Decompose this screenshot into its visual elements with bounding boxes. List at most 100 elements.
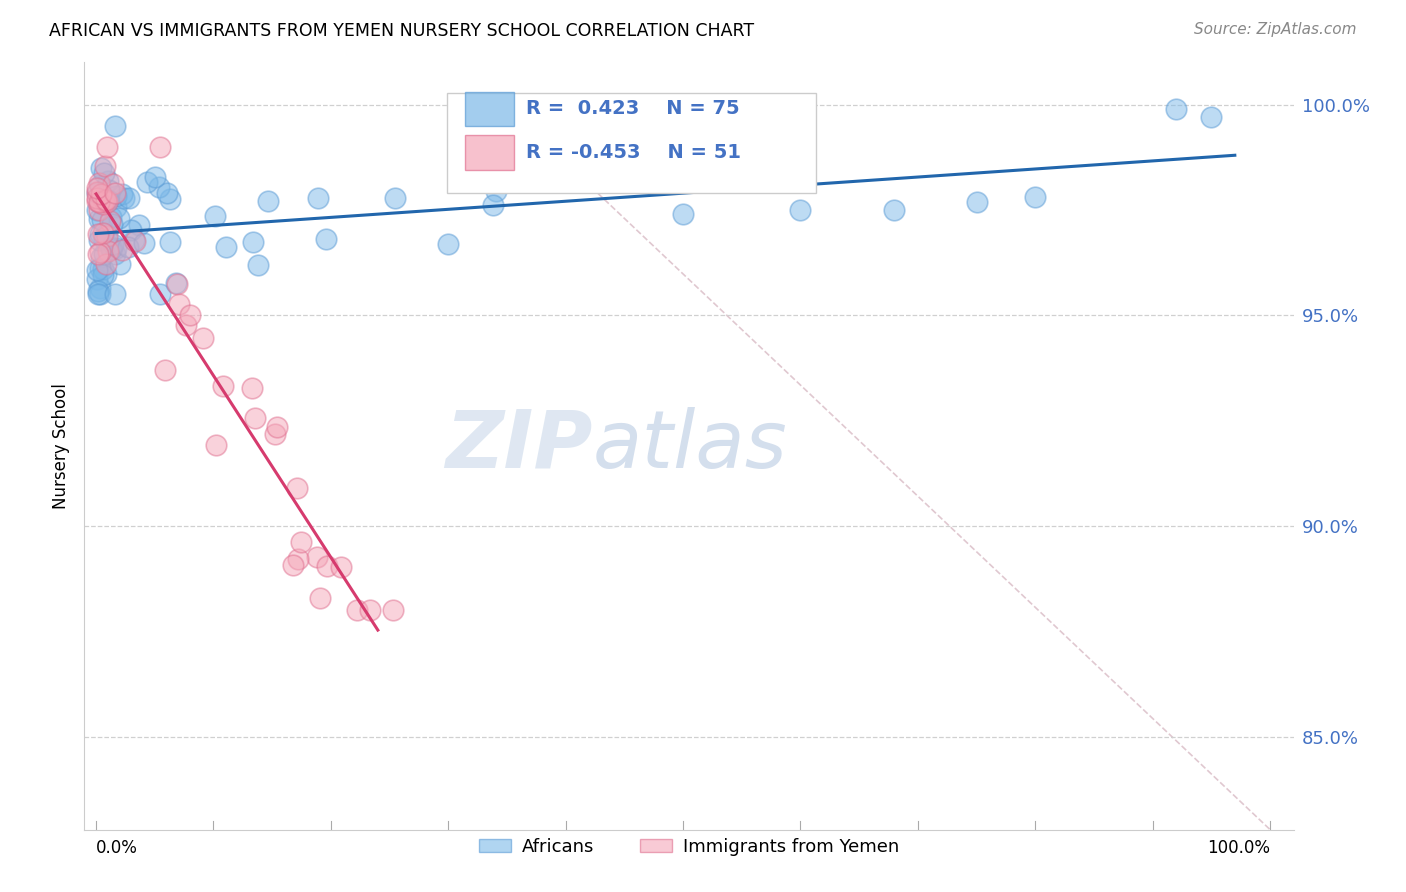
Point [89,195,111,210]
Point [145,170,167,185]
Point [104,287,127,301]
Point [315,231,337,245]
Point [290,535,312,549]
Point [359,603,381,617]
Point [485,184,508,198]
Point [86,202,108,217]
Point [101,241,124,255]
Point [89,261,111,276]
Point [245,410,267,425]
Point [242,235,264,250]
Point [120,223,142,237]
Point [97,174,120,188]
Point [93,166,115,180]
Point [193,331,215,345]
Point [93,268,115,282]
Point [91,226,114,240]
Point [166,277,188,292]
Point [89,227,111,241]
Point [94,257,117,271]
Point [108,211,131,225]
Point [281,558,304,572]
Point [148,180,170,194]
Point [384,191,406,205]
Point [98,183,121,197]
Point [482,198,505,212]
Bar [465,92,513,126]
Point [89,244,111,259]
Point [100,242,122,256]
Point [100,210,122,224]
Point [382,603,405,617]
Point [94,267,117,281]
Point [96,140,118,154]
Point [110,257,132,271]
Point [89,195,111,210]
Point [672,207,695,221]
Point [132,236,155,251]
Point [1166,102,1188,116]
Point [93,193,115,207]
Point [87,233,110,247]
Point [101,177,124,191]
Point [96,194,118,209]
Point [96,229,118,244]
Point [97,193,120,207]
Point [89,287,111,301]
Point [285,481,308,495]
Point [330,559,353,574]
Text: R = -0.453    N = 51: R = -0.453 N = 51 [526,143,741,161]
Point [89,178,111,192]
Point [117,239,139,253]
Point [87,287,110,301]
Point [174,318,197,332]
Point [153,363,176,377]
Point [90,186,112,201]
Point [94,193,117,207]
Point [124,235,146,249]
Point [159,192,181,206]
Point [112,191,135,205]
Point [215,239,238,253]
Text: atlas: atlas [592,407,787,485]
Point [86,284,108,298]
Point [883,202,905,217]
Point [93,261,115,276]
Point [89,211,111,226]
Legend: Africans, Immigrants from Yemen: Africans, Immigrants from Yemen [471,830,907,863]
Point [242,381,264,395]
FancyBboxPatch shape [447,93,815,193]
Point [287,551,309,566]
Point [135,175,157,189]
Point [86,194,108,209]
Point [86,186,108,201]
Point [104,200,127,214]
Point [305,549,328,564]
Text: R =  0.423    N = 75: R = 0.423 N = 75 [526,99,740,118]
Point [156,186,179,200]
Point [263,427,285,442]
Point [100,217,122,231]
Point [104,241,127,255]
Point [90,250,112,264]
Point [212,379,235,393]
Point [149,140,172,154]
Y-axis label: Nursery School: Nursery School [52,383,70,509]
Point [159,235,181,249]
Text: 0.0%: 0.0% [96,838,138,856]
Point [169,297,191,311]
Point [111,186,134,201]
Point [104,119,127,133]
Point [117,190,139,204]
Point [179,308,201,322]
Point [149,287,172,301]
Point [101,237,124,252]
Point [1024,190,1046,204]
Point [105,189,128,203]
Point [94,159,117,173]
Point [789,202,811,217]
Point [437,236,460,251]
Point [309,591,332,605]
Point [247,258,270,272]
Point [91,196,114,211]
